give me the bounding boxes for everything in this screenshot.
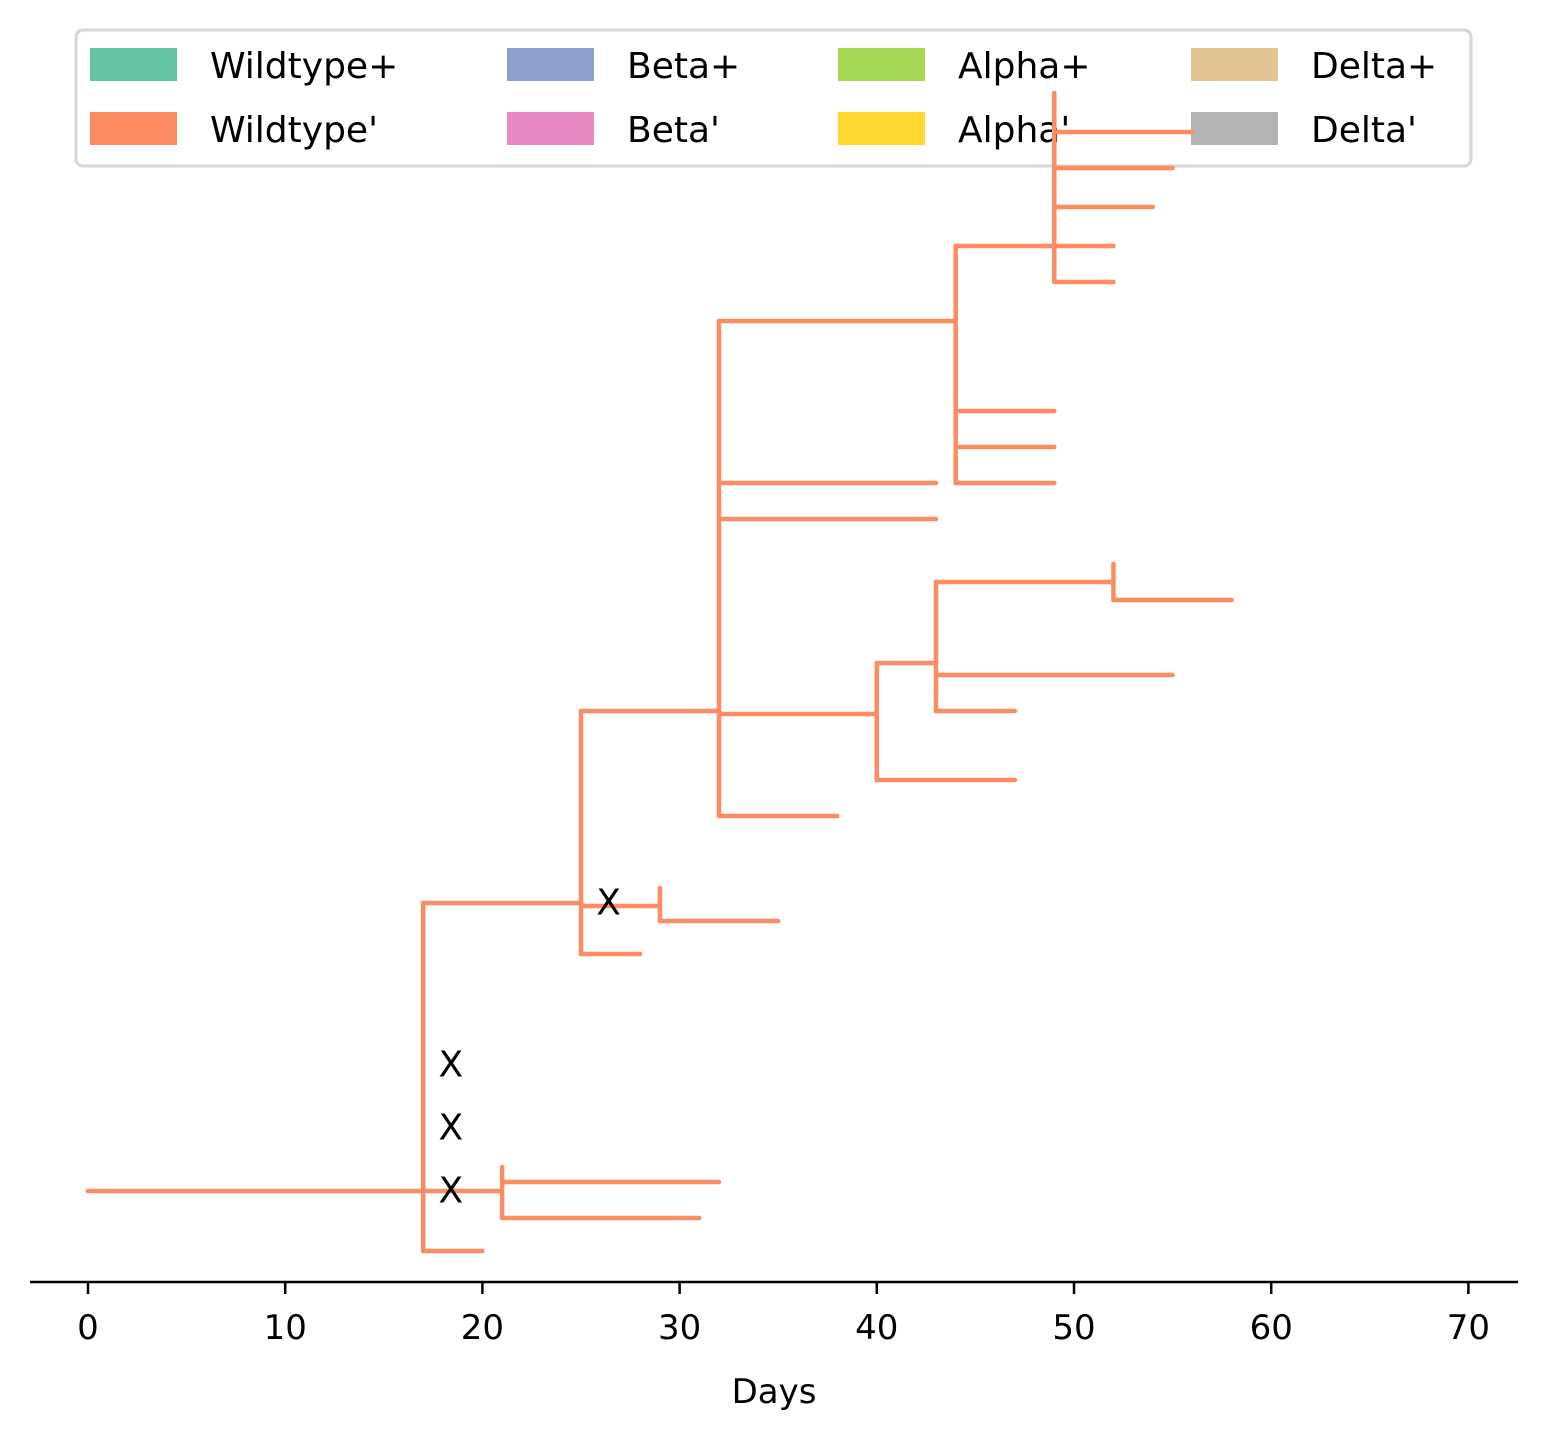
legend-label: Wildtype'	[210, 110, 378, 151]
legend-label: Delta+	[1311, 46, 1437, 87]
x-tick-label: 0	[77, 1308, 99, 1348]
legend-entry-wildtype: Wildtype+	[90, 46, 398, 87]
legend-entry-alpha: Alpha+	[838, 46, 1091, 87]
legend-entry-betaprime: Beta'	[507, 110, 720, 151]
extinction-marker: X	[439, 1108, 464, 1149]
legend-entry-beta: Beta+	[507, 46, 740, 87]
x-tick-label: 50	[1052, 1308, 1095, 1348]
x-tick-label: 40	[855, 1308, 898, 1348]
legend: Wildtype+ Wildtype' Beta+ Beta' Alpha+ Alpha'…	[74, 28, 1473, 168]
legend-label: Alpha+	[958, 46, 1091, 87]
legend-entry-deltaprime: Delta'	[1191, 110, 1417, 151]
legend-swatch	[838, 112, 925, 145]
legend-entry-wildtypeprime: Wildtype'	[90, 110, 378, 151]
x-tick-label: 70	[1447, 1308, 1490, 1348]
x-tick-label: 20	[461, 1308, 504, 1348]
legend-swatch	[90, 48, 177, 81]
x-tick-label: 30	[658, 1308, 701, 1348]
legend-label: Alpha'	[958, 110, 1070, 151]
extinction-marker: X	[439, 1045, 464, 1086]
tree-branches	[85, 90, 1235, 1254]
legend-label: Delta'	[1311, 110, 1417, 151]
x-tick-label: 60	[1250, 1308, 1293, 1348]
legend-entry-delta: Delta+	[1191, 46, 1437, 87]
x-axis-label: Days	[732, 1372, 817, 1412]
x-axis: 0 10 20 30 40 50 60 70	[30, 1280, 1518, 1348]
legend-swatch	[1191, 112, 1278, 145]
legend-swatch	[838, 48, 925, 81]
x-tick-label: 10	[264, 1308, 307, 1348]
legend-swatch	[1191, 48, 1278, 81]
legend-label: Wildtype+	[210, 46, 398, 87]
legend-swatch	[90, 112, 177, 145]
legend-label: Beta'	[627, 110, 720, 151]
legend-entry-alphaprime: Alpha'	[838, 110, 1070, 151]
legend-swatch	[507, 48, 594, 81]
legend-swatch	[507, 112, 594, 145]
legend-label: Beta+	[627, 46, 740, 87]
extinction-marker: X	[596, 883, 621, 924]
extinction-marker: X	[439, 1171, 464, 1212]
